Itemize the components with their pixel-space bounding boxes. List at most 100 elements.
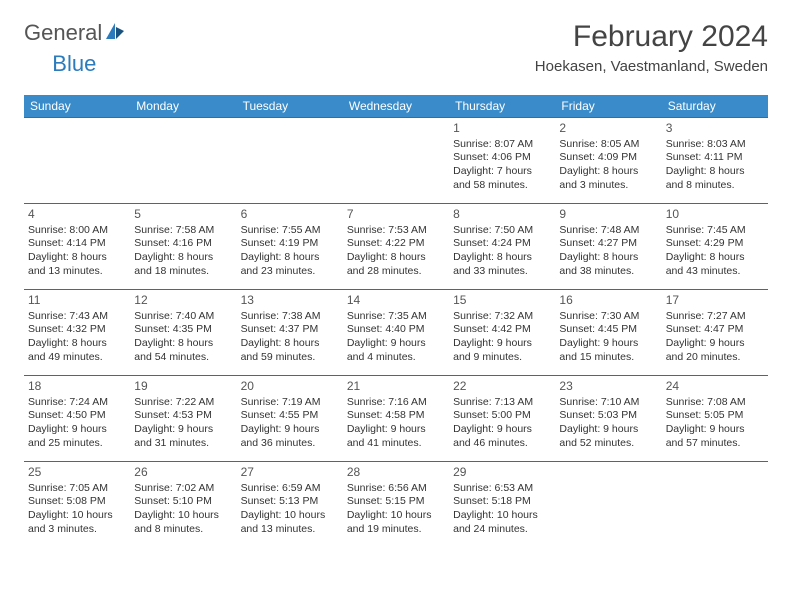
calendar-day-cell: 15Sunrise: 7:32 AMSunset: 4:42 PMDayligh… <box>449 290 555 376</box>
sunrise-line: Sunrise: 6:53 AM <box>453 482 551 496</box>
daylight-line: Daylight: 8 hours and 38 minutes. <box>559 251 657 278</box>
column-header: Tuesday <box>237 95 343 118</box>
calendar-week-row: 25Sunrise: 7:05 AMSunset: 5:08 PMDayligh… <box>24 462 768 548</box>
sunrise-line: Sunrise: 7:13 AM <box>453 396 551 410</box>
sunset-line: Sunset: 5:00 PM <box>453 409 551 423</box>
calendar-day-cell: 12Sunrise: 7:40 AMSunset: 4:35 PMDayligh… <box>130 290 236 376</box>
daylight-line: Daylight: 8 hours and 54 minutes. <box>134 337 232 364</box>
daylight-line: Daylight: 9 hours and 4 minutes. <box>347 337 445 364</box>
sunset-line: Sunset: 5:03 PM <box>559 409 657 423</box>
sunset-line: Sunset: 4:40 PM <box>347 323 445 337</box>
sunset-line: Sunset: 4:22 PM <box>347 237 445 251</box>
calendar-day-cell: 17Sunrise: 7:27 AMSunset: 4:47 PMDayligh… <box>662 290 768 376</box>
day-number: 29 <box>453 465 551 481</box>
calendar-day-cell: 25Sunrise: 7:05 AMSunset: 5:08 PMDayligh… <box>24 462 130 548</box>
sunset-line: Sunset: 4:09 PM <box>559 151 657 165</box>
calendar-day-cell: 2Sunrise: 8:05 AMSunset: 4:09 PMDaylight… <box>555 118 661 204</box>
calendar-day-cell: 27Sunrise: 6:59 AMSunset: 5:13 PMDayligh… <box>237 462 343 548</box>
calendar-day-cell: 10Sunrise: 7:45 AMSunset: 4:29 PMDayligh… <box>662 204 768 290</box>
sunrise-line: Sunrise: 7:40 AM <box>134 310 232 324</box>
sunrise-line: Sunrise: 8:03 AM <box>666 138 764 152</box>
calendar-day-cell: 9Sunrise: 7:48 AMSunset: 4:27 PMDaylight… <box>555 204 661 290</box>
calendar-table: SundayMondayTuesdayWednesdayThursdayFrid… <box>24 95 768 548</box>
sunrise-line: Sunrise: 7:19 AM <box>241 396 339 410</box>
calendar-week-row: 18Sunrise: 7:24 AMSunset: 4:50 PMDayligh… <box>24 376 768 462</box>
logo-text-blue: Blue <box>52 51 96 77</box>
day-number: 18 <box>28 379 126 395</box>
daylight-line: Daylight: 8 hours and 3 minutes. <box>559 165 657 192</box>
sunrise-line: Sunrise: 7:08 AM <box>666 396 764 410</box>
day-number: 8 <box>453 207 551 223</box>
sunset-line: Sunset: 4:16 PM <box>134 237 232 251</box>
calendar-day-cell: 21Sunrise: 7:16 AMSunset: 4:58 PMDayligh… <box>343 376 449 462</box>
day-number: 17 <box>666 293 764 309</box>
calendar-day-cell <box>237 118 343 204</box>
calendar-day-cell: 6Sunrise: 7:55 AMSunset: 4:19 PMDaylight… <box>237 204 343 290</box>
day-number: 12 <box>134 293 232 309</box>
day-number: 11 <box>28 293 126 309</box>
calendar-day-cell <box>662 462 768 548</box>
sunset-line: Sunset: 5:15 PM <box>347 495 445 509</box>
sunset-line: Sunset: 5:10 PM <box>134 495 232 509</box>
sunrise-line: Sunrise: 7:22 AM <box>134 396 232 410</box>
sunrise-line: Sunrise: 8:00 AM <box>28 224 126 238</box>
calendar-day-cell: 11Sunrise: 7:43 AMSunset: 4:32 PMDayligh… <box>24 290 130 376</box>
sunset-line: Sunset: 4:50 PM <box>28 409 126 423</box>
daylight-line: Daylight: 10 hours and 13 minutes. <box>241 509 339 536</box>
daylight-line: Daylight: 10 hours and 8 minutes. <box>134 509 232 536</box>
sunrise-line: Sunrise: 7:48 AM <box>559 224 657 238</box>
sunrise-line: Sunrise: 7:35 AM <box>347 310 445 324</box>
sunset-line: Sunset: 4:32 PM <box>28 323 126 337</box>
calendar-day-cell: 28Sunrise: 6:56 AMSunset: 5:15 PMDayligh… <box>343 462 449 548</box>
calendar-day-cell: 26Sunrise: 7:02 AMSunset: 5:10 PMDayligh… <box>130 462 236 548</box>
daylight-line: Daylight: 9 hours and 36 minutes. <box>241 423 339 450</box>
day-number: 22 <box>453 379 551 395</box>
sunset-line: Sunset: 4:11 PM <box>666 151 764 165</box>
title-block: February 2024 Hoekasen, Vaestmanland, Sw… <box>535 20 768 75</box>
day-number: 10 <box>666 207 764 223</box>
day-number: 25 <box>28 465 126 481</box>
sunset-line: Sunset: 5:05 PM <box>666 409 764 423</box>
location-text: Hoekasen, Vaestmanland, Sweden <box>535 58 768 75</box>
calendar-day-cell: 23Sunrise: 7:10 AMSunset: 5:03 PMDayligh… <box>555 376 661 462</box>
sunrise-line: Sunrise: 7:43 AM <box>28 310 126 324</box>
daylight-line: Daylight: 9 hours and 25 minutes. <box>28 423 126 450</box>
sunset-line: Sunset: 4:45 PM <box>559 323 657 337</box>
sunset-line: Sunset: 4:42 PM <box>453 323 551 337</box>
calendar-day-cell: 19Sunrise: 7:22 AMSunset: 4:53 PMDayligh… <box>130 376 236 462</box>
calendar-day-cell <box>130 118 236 204</box>
sunrise-line: Sunrise: 7:50 AM <box>453 224 551 238</box>
sunset-line: Sunset: 4:06 PM <box>453 151 551 165</box>
calendar-day-cell <box>24 118 130 204</box>
sunrise-line: Sunrise: 7:24 AM <box>28 396 126 410</box>
calendar-day-cell: 22Sunrise: 7:13 AMSunset: 5:00 PMDayligh… <box>449 376 555 462</box>
calendar-day-cell: 1Sunrise: 8:07 AMSunset: 4:06 PMDaylight… <box>449 118 555 204</box>
month-title: February 2024 <box>535 20 768 54</box>
daylight-line: Daylight: 8 hours and 33 minutes. <box>453 251 551 278</box>
sunset-line: Sunset: 5:13 PM <box>241 495 339 509</box>
sunrise-line: Sunrise: 7:05 AM <box>28 482 126 496</box>
sunset-line: Sunset: 4:58 PM <box>347 409 445 423</box>
daylight-line: Daylight: 9 hours and 46 minutes. <box>453 423 551 450</box>
sunrise-line: Sunrise: 6:56 AM <box>347 482 445 496</box>
day-number: 19 <box>134 379 232 395</box>
calendar-day-cell: 5Sunrise: 7:58 AMSunset: 4:16 PMDaylight… <box>130 204 236 290</box>
day-number: 9 <box>559 207 657 223</box>
sunrise-line: Sunrise: 7:53 AM <box>347 224 445 238</box>
daylight-line: Daylight: 9 hours and 57 minutes. <box>666 423 764 450</box>
column-header: Thursday <box>449 95 555 118</box>
calendar-week-row: 1Sunrise: 8:07 AMSunset: 4:06 PMDaylight… <box>24 118 768 204</box>
sunrise-line: Sunrise: 7:55 AM <box>241 224 339 238</box>
day-number: 26 <box>134 465 232 481</box>
calendar-week-row: 4Sunrise: 8:00 AMSunset: 4:14 PMDaylight… <box>24 204 768 290</box>
sunset-line: Sunset: 4:37 PM <box>241 323 339 337</box>
logo-text-general: General <box>24 20 102 46</box>
sunrise-line: Sunrise: 7:27 AM <box>666 310 764 324</box>
day-number: 21 <box>347 379 445 395</box>
day-number: 5 <box>134 207 232 223</box>
calendar-day-cell: 20Sunrise: 7:19 AMSunset: 4:55 PMDayligh… <box>237 376 343 462</box>
day-number: 27 <box>241 465 339 481</box>
sail-icon <box>104 21 126 46</box>
calendar-day-cell <box>555 462 661 548</box>
daylight-line: Daylight: 9 hours and 41 minutes. <box>347 423 445 450</box>
